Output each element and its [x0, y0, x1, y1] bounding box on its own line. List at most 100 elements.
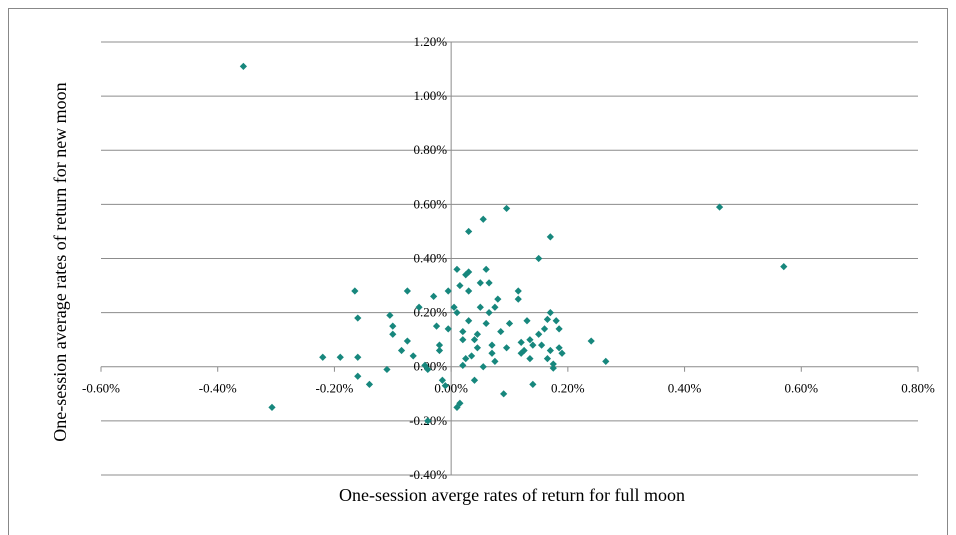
point — [602, 357, 610, 365]
y-tick-label: 1.00% — [414, 88, 448, 103]
point — [555, 325, 563, 333]
point — [514, 295, 522, 303]
point — [365, 380, 374, 388]
point — [459, 327, 467, 336]
y-tick-label: 0.20% — [414, 305, 448, 320]
point — [514, 287, 522, 295]
point — [354, 372, 362, 380]
point — [465, 287, 473, 295]
point — [397, 346, 406, 355]
point — [453, 309, 461, 317]
point — [502, 204, 511, 213]
x-tick-label: -0.60% — [82, 381, 120, 396]
point — [389, 322, 397, 330]
point — [386, 311, 394, 319]
point — [438, 376, 446, 384]
point — [473, 344, 482, 352]
point — [459, 361, 467, 369]
point — [540, 325, 549, 333]
x-tick-label: 0.00% — [434, 381, 468, 396]
x-tick-label: 0.80% — [901, 381, 935, 396]
point — [485, 279, 493, 287]
point — [494, 295, 502, 303]
point — [558, 349, 566, 357]
point — [444, 325, 452, 333]
point — [549, 364, 557, 372]
x-tick-label: 0.40% — [668, 381, 702, 396]
point — [319, 353, 327, 361]
point — [555, 344, 563, 352]
point — [505, 319, 514, 328]
point — [383, 365, 391, 374]
point — [424, 365, 432, 374]
point — [780, 263, 788, 271]
point — [456, 399, 464, 407]
point — [444, 287, 452, 295]
point — [546, 346, 554, 355]
point — [552, 317, 560, 325]
y-tick-label: 0.40% — [414, 250, 448, 265]
point — [535, 254, 543, 263]
point — [415, 303, 423, 311]
point — [517, 338, 525, 346]
point — [543, 355, 552, 363]
point — [403, 337, 411, 345]
y-axis-title: One-session average rates of return for … — [50, 82, 70, 441]
x-tick-label: 0.60% — [784, 381, 818, 396]
point — [441, 382, 449, 390]
point — [497, 327, 505, 336]
point — [470, 336, 479, 344]
point — [523, 317, 531, 325]
y-tick-label: -0.40% — [409, 467, 447, 482]
point — [462, 355, 470, 363]
point — [543, 315, 552, 323]
point — [546, 233, 554, 241]
point — [502, 344, 511, 352]
point — [239, 62, 247, 70]
point — [465, 317, 473, 325]
point — [546, 309, 554, 317]
point — [459, 336, 467, 344]
point — [268, 403, 276, 411]
point — [526, 336, 534, 344]
point — [465, 227, 473, 236]
point — [491, 303, 499, 311]
x-tick-label: 0.20% — [551, 381, 585, 396]
point — [526, 355, 534, 363]
point — [479, 215, 487, 223]
point — [432, 322, 441, 330]
point — [485, 309, 493, 317]
point — [482, 319, 490, 328]
y-tick-label: 1.20% — [414, 34, 448, 49]
point — [409, 352, 417, 360]
point — [403, 287, 411, 295]
point — [450, 303, 458, 311]
point — [587, 337, 595, 345]
point — [354, 314, 362, 322]
chart-frame — [8, 8, 948, 535]
point — [488, 341, 496, 349]
point — [482, 265, 490, 273]
point — [456, 281, 464, 290]
point — [336, 353, 344, 361]
y-tick-label: 0.80% — [414, 142, 448, 157]
y-tick-label: 0.00% — [414, 359, 448, 374]
point — [470, 376, 479, 384]
point — [520, 346, 528, 355]
point — [549, 360, 557, 368]
point — [537, 341, 546, 349]
point — [491, 357, 499, 365]
point — [715, 203, 724, 211]
point — [535, 330, 543, 338]
point — [389, 330, 397, 338]
x-tick-label: -0.40% — [199, 381, 237, 396]
point — [529, 341, 537, 349]
point — [476, 303, 484, 311]
point — [529, 380, 537, 388]
point — [453, 265, 461, 273]
point — [435, 346, 444, 355]
point — [351, 287, 359, 295]
point — [473, 330, 482, 338]
